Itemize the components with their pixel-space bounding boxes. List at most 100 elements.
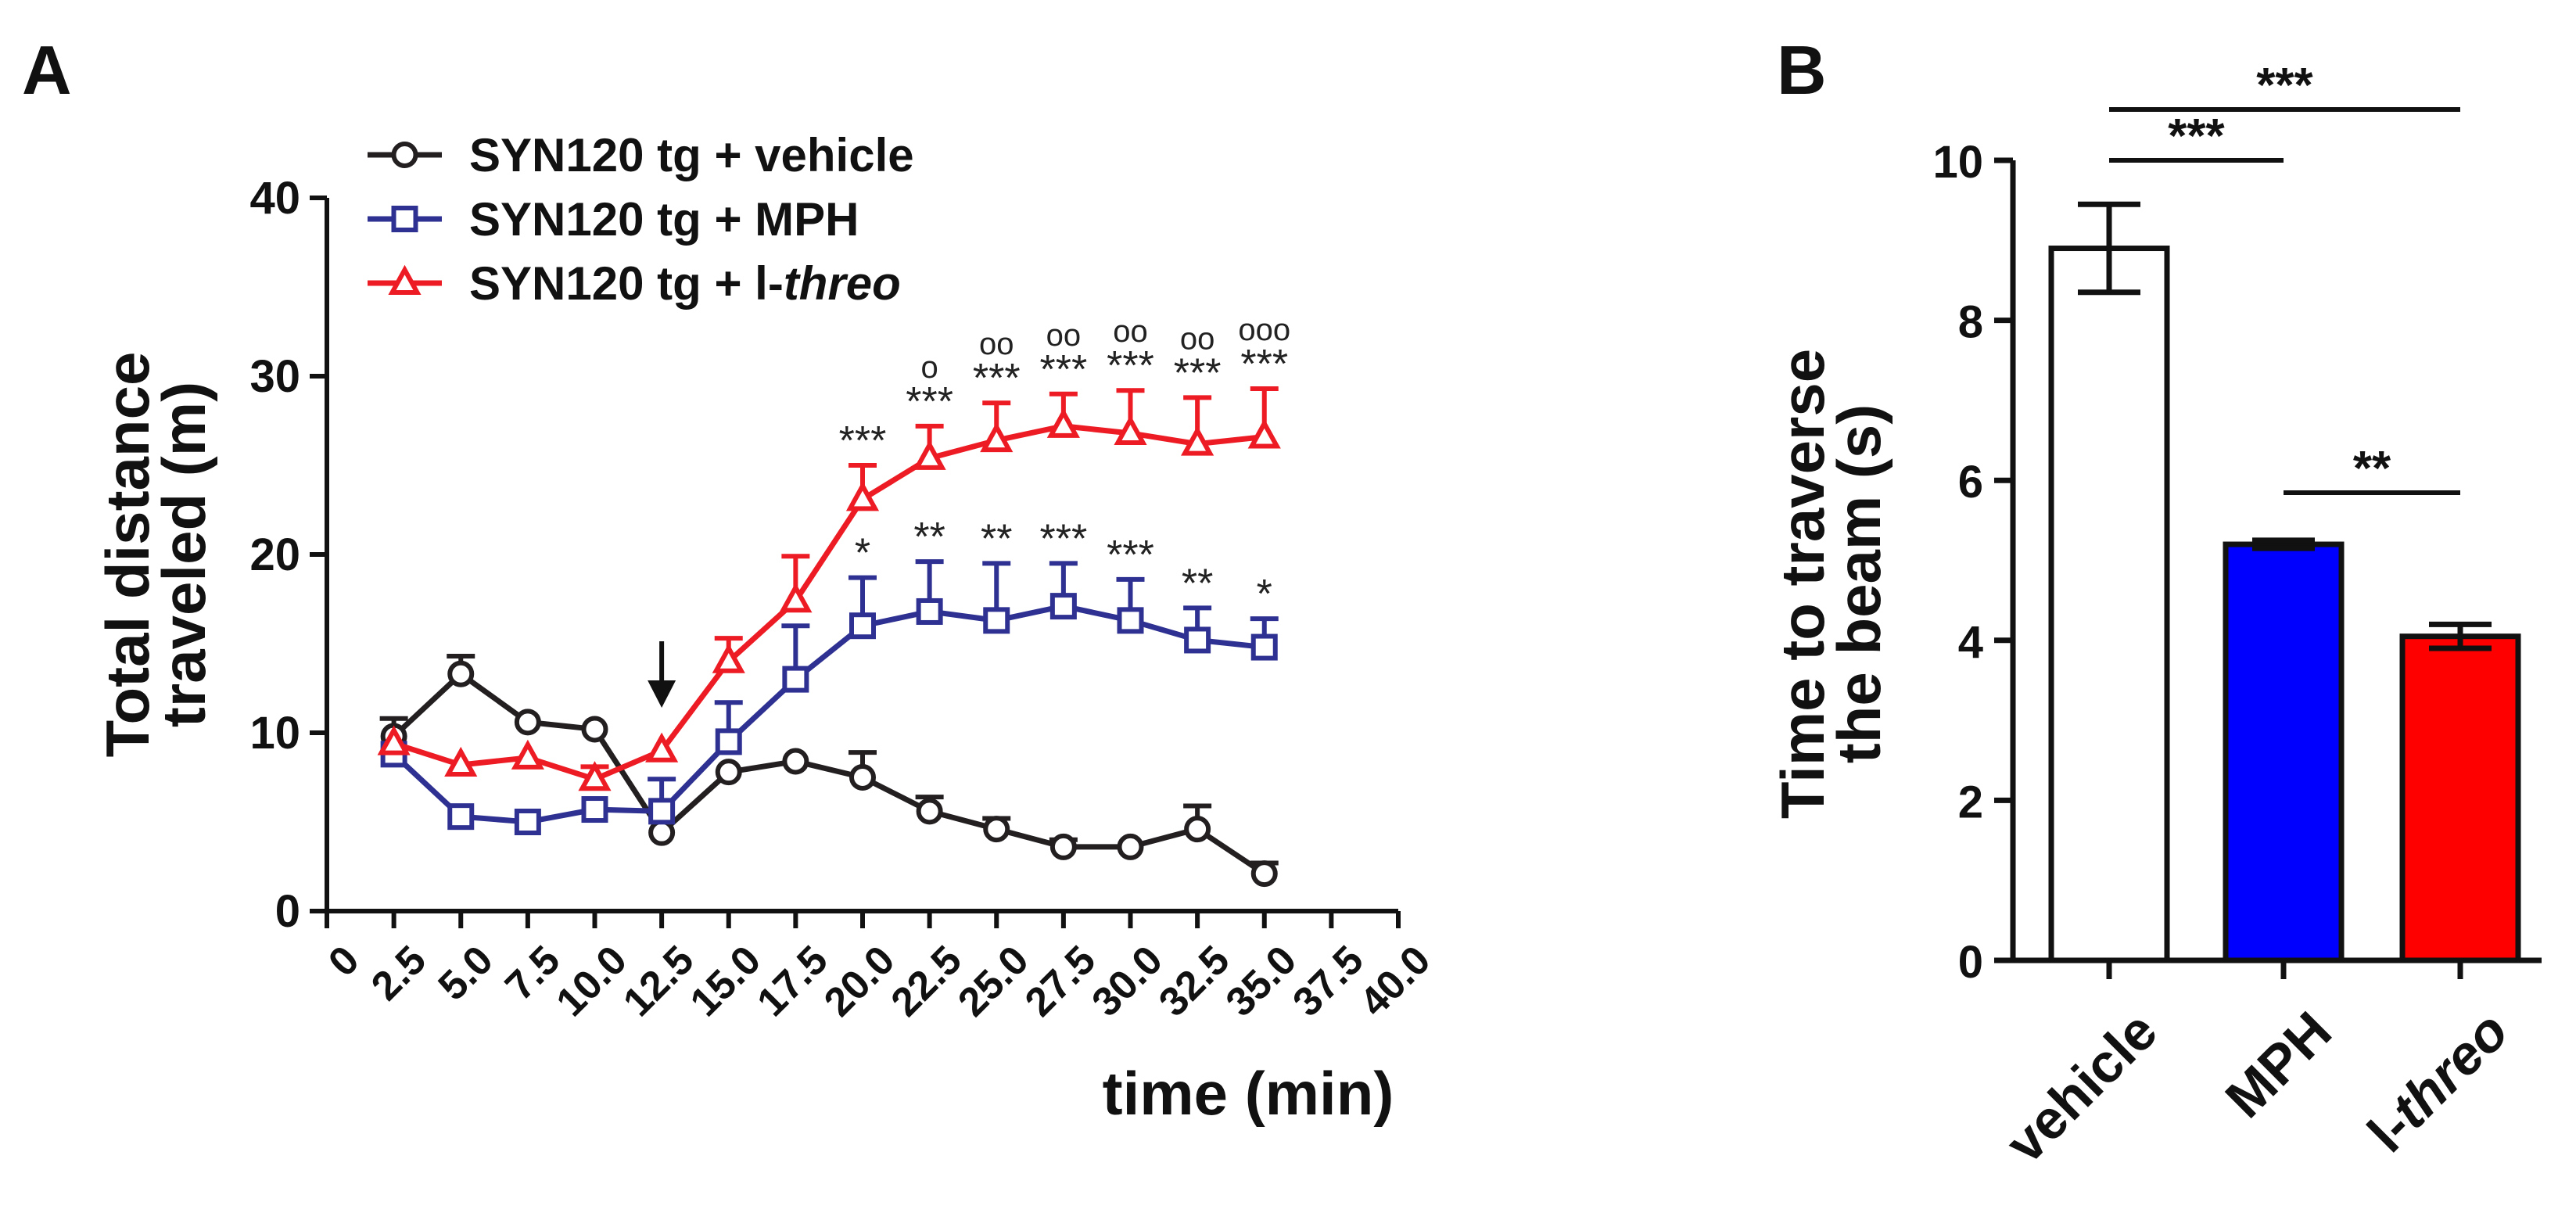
- blue-significance-stars: ***: [1107, 533, 1154, 578]
- data-point: [447, 660, 475, 687]
- data-point: [983, 816, 1010, 843]
- panel-a-label: A: [22, 31, 72, 109]
- y-axis-title: Total distance: [93, 352, 162, 758]
- data-point: [845, 481, 880, 511]
- y-axis-title: Time to traverse: [1768, 349, 1837, 819]
- bar: [2223, 541, 2345, 963]
- y-tick-label: 10: [249, 708, 300, 759]
- x-axis-title: time (min): [1103, 1059, 1394, 1128]
- category-label: l-threo: [2356, 1000, 2520, 1164]
- legend-marker: [388, 264, 422, 295]
- bar: [2048, 246, 2170, 963]
- x-tick-label: 0: [320, 937, 368, 985]
- data-point: [514, 709, 541, 736]
- data-point: [916, 597, 943, 625]
- red-significance-circles: oo: [979, 327, 1014, 361]
- y-tick-label: 8: [1958, 297, 1983, 348]
- data-point: [514, 809, 541, 835]
- y-axis-title-line2: traveled (m): [149, 382, 218, 727]
- blue-significance-stars: *: [855, 531, 870, 576]
- blue-significance-stars: **: [981, 516, 1012, 562]
- data-point: [1250, 860, 1278, 888]
- red-significance-stars: ***: [973, 356, 1021, 401]
- blue-significance-stars: **: [913, 515, 945, 560]
- x-tick-label: 22.5: [883, 937, 971, 1025]
- red-significance-stars: ***: [1107, 343, 1154, 389]
- data-point: [581, 796, 608, 824]
- y-tick-label: 0: [1958, 937, 1983, 988]
- y-tick-label: 40: [249, 173, 300, 224]
- red-significance-stars: ***: [1174, 350, 1222, 396]
- red-significance-circles: o: [921, 350, 938, 385]
- data-point: [511, 739, 544, 770]
- data-point: [849, 764, 876, 791]
- blue-significance-stars: *: [1257, 572, 1272, 617]
- data-point: [1184, 816, 1211, 843]
- series-circle: [379, 653, 1279, 888]
- data-point: [1046, 407, 1080, 438]
- bar: [2399, 633, 2521, 963]
- x-tick-label: 25.0: [949, 937, 1038, 1025]
- legend-entry: SYN120 tg + l-threo: [469, 257, 901, 310]
- x-tick-label: 20.0: [816, 937, 904, 1025]
- x-tick-label: 27.5: [1017, 937, 1105, 1025]
- red-significance-circles: ooo: [1238, 313, 1290, 347]
- data-point: [648, 819, 676, 846]
- data-point: [1117, 833, 1144, 860]
- series-triangle: [377, 386, 1281, 791]
- red-significance-circles: oo: [1180, 321, 1215, 356]
- legend-entry: SYN120 tg + vehicle: [469, 129, 914, 181]
- data-point: [916, 798, 943, 825]
- x-tick-label: 15.0: [682, 937, 770, 1025]
- data-point: [645, 732, 679, 762]
- panel-b-label: B: [1777, 31, 1827, 109]
- data-point: [377, 725, 411, 755]
- x-tick-label: 5.0: [430, 937, 502, 1009]
- data-point: [1250, 633, 1278, 661]
- data-point: [980, 422, 1014, 453]
- y-tick-label: 4: [1958, 617, 1983, 668]
- category-label: vehicle: [1994, 1000, 2169, 1175]
- x-tick-label: 30.0: [1083, 937, 1171, 1025]
- legend-marker: [391, 142, 418, 168]
- x-tick-label: 32.5: [1150, 937, 1239, 1025]
- data-point: [447, 803, 475, 831]
- data-point: [913, 440, 946, 470]
- y-tick-label: 6: [1958, 457, 1983, 508]
- data-point: [779, 583, 813, 613]
- data-point: [581, 716, 608, 743]
- data-point: [782, 748, 809, 775]
- legend-entry: SYN120 tg + MPH: [469, 193, 859, 246]
- x-tick-label: 37.5: [1284, 937, 1372, 1025]
- data-point: [712, 643, 745, 673]
- y-tick-label: 20: [249, 529, 300, 580]
- data-point: [648, 798, 676, 825]
- legend-marker: [391, 206, 418, 232]
- data-point: [1247, 418, 1281, 449]
- data-point: [849, 612, 876, 640]
- y-axis-title-line2: the beam (s): [1824, 404, 1893, 763]
- red-significance-stars: ***: [839, 418, 887, 464]
- injection-arrow-head: [648, 680, 676, 708]
- x-tick-label: 12.5: [615, 937, 703, 1025]
- data-point: [1049, 833, 1077, 860]
- significance-stars: ***: [2168, 109, 2225, 163]
- data-point: [1117, 607, 1144, 634]
- red-significance-stars: ***: [906, 379, 953, 425]
- data-point: [1184, 626, 1211, 654]
- red-significance-stars: ***: [1040, 347, 1088, 393]
- blue-significance-stars: **: [1182, 561, 1213, 606]
- data-point: [782, 666, 809, 693]
- significance-stars: ***: [2256, 59, 2313, 113]
- red-significance-circles: oo: [1113, 314, 1148, 349]
- blue-significance-stars: ***: [1040, 516, 1088, 562]
- data-point: [578, 761, 612, 791]
- data-point: [983, 607, 1010, 634]
- red-significance-stars: ***: [1240, 342, 1288, 387]
- data-point: [444, 746, 478, 777]
- x-tick-label: 17.5: [748, 937, 837, 1025]
- data-point: [715, 728, 742, 755]
- series-square: [380, 559, 1279, 835]
- legend-panel-a: SYN120 tg + vehicle SYN120 tg + MPH SYN120…: [368, 129, 914, 310]
